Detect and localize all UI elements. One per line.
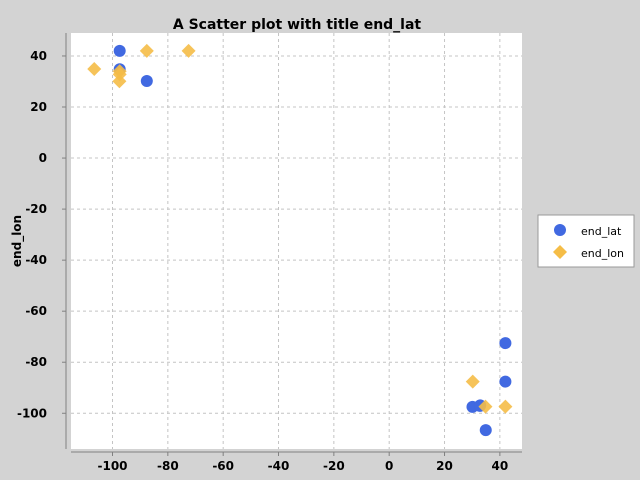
x-tick-label: -100 [97,459,127,473]
point-end-lon [139,43,154,58]
y-tick-label: -40 [25,253,47,267]
y-tick-label: -20 [25,202,47,216]
legend-marker-end-lat [554,224,566,236]
point-end-lon [112,64,127,79]
y-tick-label: 40 [30,49,47,63]
x-tick-label: -80 [157,459,179,473]
y-tick-label: 0 [39,151,47,165]
x-axis-ticks: -100 -80 -60 -40 -20 0 20 40 [97,452,508,473]
y-axis-ticks: 40 20 0 -20 -40 -60 -80 -100 [17,49,66,420]
legend-box [537,214,635,268]
x-tick-label: 40 [492,459,509,473]
point-end-lon [465,374,480,389]
legend-label-end-lon: end_lon [581,247,624,260]
data-points [87,43,513,437]
point-end-lon [498,399,513,414]
x-tick-label: -20 [323,459,345,473]
point-end-lat [479,424,492,437]
point-end-lat [499,337,512,350]
point-end-lon [478,399,493,414]
point-end-lon [112,74,127,89]
x-tick-label: 20 [436,459,453,473]
axes [65,33,522,453]
legend: end_lat end_lon [537,214,635,268]
legend-label-end-lat: end_lat [581,225,622,238]
legend-marker-end-lon [553,245,567,259]
point-end-lat [113,44,126,57]
point-end-lat [140,74,153,87]
plot-area [71,33,522,449]
point-end-lat [499,375,512,388]
point-end-lon [181,43,196,58]
y-tick-label: -100 [17,406,47,420]
y-tick-label: -80 [25,355,47,369]
y-axis-label: end_lon [10,215,25,267]
x-tick-label: -40 [268,459,290,473]
x-tick-label: 0 [385,459,393,473]
chart-title: A Scatter plot with title end_lat [173,17,422,33]
x-tick-label: -60 [212,459,234,473]
y-tick-label: 20 [30,100,47,114]
point-end-lon [87,61,102,76]
y-tick-label: -60 [25,304,47,318]
